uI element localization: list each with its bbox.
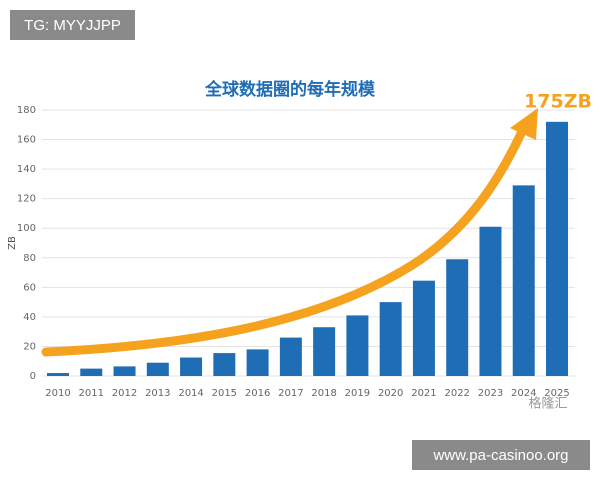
y-tick-label: 100 (17, 223, 36, 234)
bar (47, 373, 69, 376)
annotation: 175ZB (524, 91, 592, 113)
bar (180, 357, 203, 376)
bar (279, 337, 302, 376)
x-tick-label: 2013 (145, 388, 170, 399)
x-tick-label: 2015 (212, 388, 237, 399)
site-label: www.pa-casinoo.org (412, 440, 590, 470)
plot: 0 20 40 60 80 100 120 140 160 180 2010 2011 2012 2013… (17, 105, 575, 399)
x-tick-label: 2010 (45, 388, 70, 399)
y-axis-label: ZB (7, 236, 18, 250)
y-tick-label: 120 (17, 194, 36, 205)
x-tick-label: 2017 (278, 388, 303, 399)
bar (546, 121, 568, 376)
x-tick-label: 2023 (478, 388, 503, 399)
x-tick-label: 2024 (511, 388, 536, 399)
x-tick-label: 2021 (411, 388, 436, 399)
bar (146, 362, 169, 376)
watermark: 格隆汇 (528, 396, 567, 412)
growth-arrow (41, 120, 530, 357)
x-tick-label: 2025 (544, 388, 569, 399)
x-tick-label: 2018 (311, 388, 336, 399)
x-tick-label: 2012 (112, 388, 137, 399)
y-tick-label: 180 (17, 105, 36, 116)
x-tick-label: 2020 (378, 388, 403, 399)
x-tick-label: 2022 (444, 388, 469, 399)
bar (479, 226, 502, 376)
x-tick-label: 2016 (245, 388, 270, 399)
y-tick-label: 80 (23, 253, 36, 264)
bar (412, 280, 435, 376)
y-tick-label: 160 (17, 135, 36, 146)
bar (113, 366, 136, 376)
arrow-head (510, 108, 538, 140)
x-tick-label: 2019 (345, 388, 370, 399)
chart-title: 全球数据圈的每年规模 (204, 79, 376, 100)
y-tick-label: 60 (23, 282, 36, 293)
y-tick-label: 40 (23, 312, 36, 323)
bar (213, 353, 236, 376)
bar (379, 302, 402, 376)
y-tick-label: 140 (17, 164, 36, 175)
y-tick-label: 0 (30, 371, 36, 382)
x-tick-label: 2011 (79, 388, 104, 399)
bar (512, 185, 535, 376)
tag-label: TG: MYYJJPP (10, 10, 135, 40)
bar (446, 259, 469, 376)
bar (80, 368, 103, 376)
y-tick-label: 20 (23, 341, 36, 352)
bar (313, 327, 336, 376)
x-tick-label: 2014 (178, 388, 203, 399)
bar (246, 349, 269, 376)
bar (346, 315, 369, 376)
